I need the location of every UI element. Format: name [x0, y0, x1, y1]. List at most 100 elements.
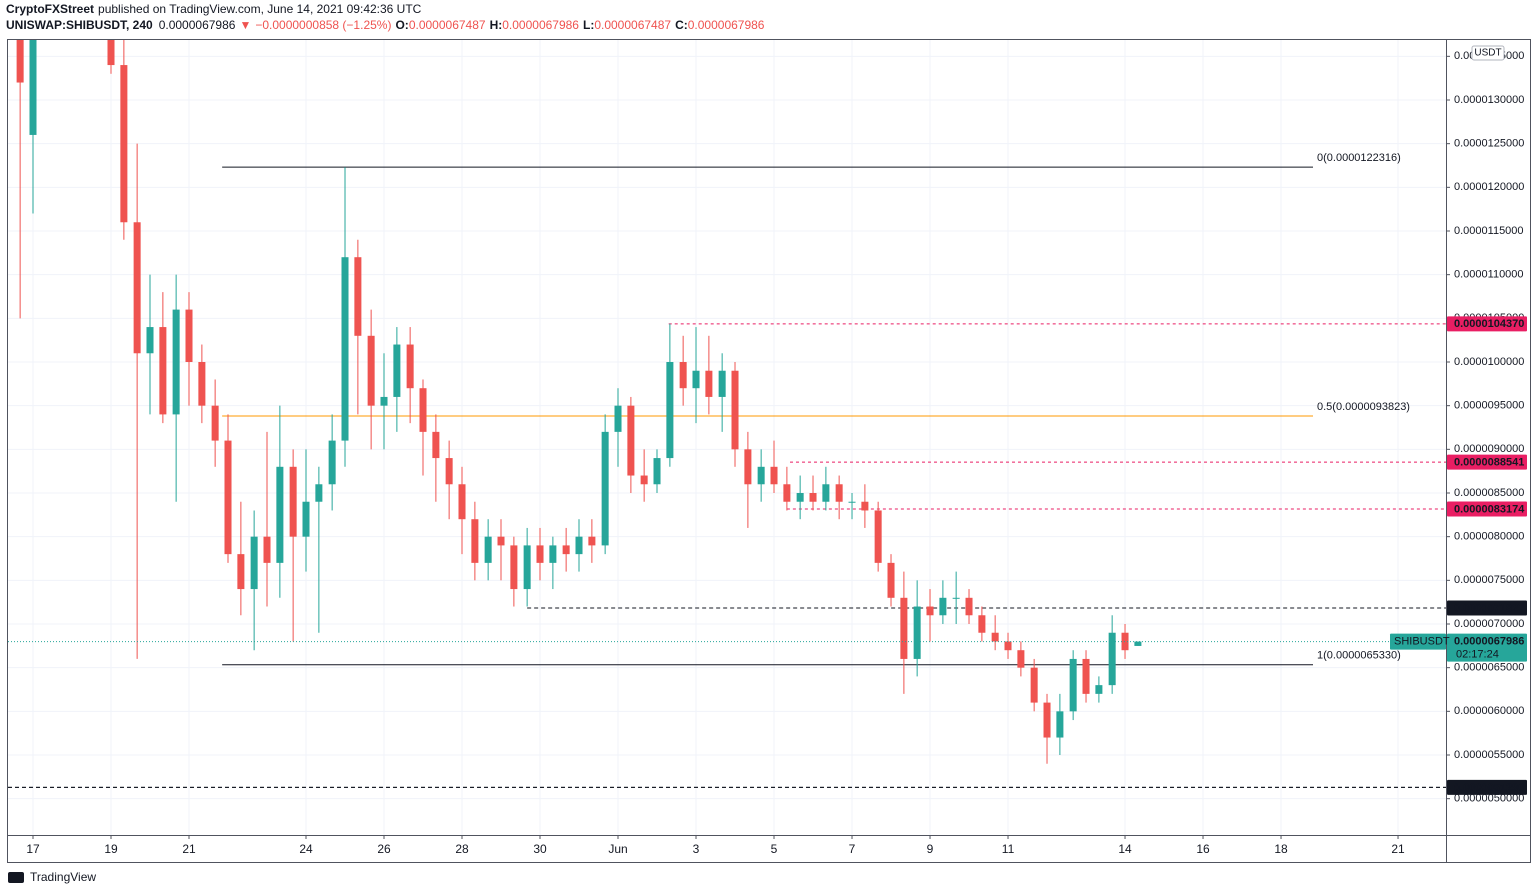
- candle-body: [744, 449, 752, 485]
- countdown: 02:17:24: [1456, 648, 1499, 660]
- candle-body: [1121, 632, 1129, 651]
- candle-body: [1095, 685, 1103, 694]
- candle-body: [224, 440, 232, 555]
- y-tick-label: 0.0000100000: [1454, 356, 1524, 368]
- candle-body: [900, 597, 908, 659]
- price-label: 0.0000051290: [1454, 782, 1524, 794]
- candle-body: [458, 484, 466, 520]
- candle-body: [497, 536, 505, 546]
- candle-body: [146, 327, 154, 354]
- ohlc-key: O:: [395, 18, 408, 32]
- candle-body: [861, 501, 869, 511]
- candle-body: [822, 484, 830, 502]
- candle-body: [159, 327, 167, 415]
- candle-body: [445, 458, 453, 485]
- x-tick-label: 26: [377, 842, 391, 856]
- candle-body: [432, 431, 440, 459]
- last-price-box: [1447, 633, 1527, 662]
- price-label: 0.0000088541: [1454, 456, 1524, 468]
- candle-body: [965, 597, 973, 616]
- candle-body: [471, 519, 479, 563]
- ohlc-key: C:: [675, 18, 688, 32]
- y-tick-label: 0.0000120000: [1454, 181, 1524, 193]
- candle-body: [380, 396, 388, 406]
- candle-body: [510, 545, 518, 590]
- candle-body: [1030, 667, 1038, 703]
- price-label: 0.0000083174: [1454, 503, 1525, 515]
- candle-body: [588, 536, 596, 546]
- fib-label: 0.5(0.0000093823): [1317, 401, 1410, 413]
- candle-body: [679, 361, 687, 389]
- ohlc-key: H:: [490, 18, 503, 32]
- x-tick-label: 24: [299, 842, 313, 856]
- candle-body: [237, 554, 245, 590]
- candle-body: [1017, 650, 1025, 668]
- published: published on TradingView.com, June 14, 2…: [98, 2, 422, 16]
- candle-body: [705, 370, 713, 397]
- ohlc-value: 0.0000067487: [594, 18, 671, 32]
- candle-body: [627, 405, 635, 476]
- y-tick-label: 0.0000075000: [1454, 574, 1524, 586]
- x-tick-label: 19: [104, 842, 118, 856]
- y-tick-label: 0.0000130000: [1454, 94, 1524, 106]
- candle-body: [263, 536, 271, 563]
- x-tick-label: 14: [1118, 842, 1132, 856]
- candle-body: [939, 597, 947, 616]
- candle-body: [16, 40, 24, 83]
- currency-box: [1471, 45, 1505, 61]
- symbol: UNISWAP:SHIBUSDT, 240: [6, 18, 153, 32]
- x-tick-label: 11: [1002, 842, 1015, 856]
- x-tick-label: 18: [1274, 842, 1288, 856]
- ohlc-value: 0.0000067487: [409, 18, 486, 32]
- candle-body: [419, 388, 427, 432]
- candle-body: [887, 562, 895, 598]
- last-price: 0.0000067986: [159, 18, 236, 32]
- candle-body: [601, 431, 609, 546]
- candle-body: [549, 545, 557, 563]
- candle-body: [1043, 702, 1051, 738]
- x-tick-label: 21: [182, 842, 196, 856]
- candle-body: [640, 475, 648, 485]
- y-tick-label: 0.0000085000: [1454, 487, 1524, 499]
- publisher: CryptoFXStreet: [6, 2, 94, 16]
- candle-body: [120, 65, 128, 223]
- fib-label: 1(0.0000065330): [1317, 650, 1401, 662]
- y-tick-label: 0.0000070000: [1454, 618, 1524, 630]
- candle-body: [731, 370, 739, 450]
- x-tick-label: 30: [533, 842, 547, 856]
- price-label-box: [1447, 600, 1527, 616]
- candle-body: [614, 405, 622, 432]
- grid: [8, 40, 1446, 835]
- ohlc-key: L:: [583, 18, 594, 32]
- price-axis: 0.0000050000 0.0000055000 0.0000060000 0.00…: [26, 50, 1524, 856]
- x-tick-label: 5: [771, 842, 778, 856]
- candle-body: [406, 344, 414, 389]
- candle-body: [835, 484, 843, 502]
- candle-body: [562, 545, 570, 555]
- symbol-label: SHIBUSDT: [1394, 635, 1450, 647]
- candle-body: [536, 545, 544, 563]
- y-tick-label: 0.0000055000: [1454, 749, 1524, 761]
- x-tick-label: Jun: [608, 842, 627, 856]
- price-label: 0.0000071827: [1454, 602, 1524, 614]
- price-label-box: [1447, 454, 1527, 470]
- candle-body: [978, 615, 986, 633]
- candle-body: [913, 606, 921, 659]
- candle-body: [848, 501, 856, 503]
- price-label: 0.0000104370: [1454, 318, 1524, 330]
- candle-body: [991, 632, 999, 642]
- candle-body: [29, 40, 37, 135]
- candle-body: [952, 597, 960, 599]
- candle-body: [757, 466, 765, 485]
- candle-body: [666, 361, 674, 459]
- candle-body: [328, 440, 336, 485]
- footer-logo: [8, 872, 24, 883]
- candle-body: [1108, 632, 1116, 686]
- x-tick-label: 21: [1391, 842, 1405, 856]
- candle-body: [172, 309, 180, 415]
- x-tick-label: 28: [455, 842, 469, 856]
- x-tick-label: 16: [1196, 842, 1210, 856]
- candle-body: [133, 222, 141, 354]
- x-tick-label: 9: [927, 842, 934, 856]
- candle-body: [770, 466, 778, 485]
